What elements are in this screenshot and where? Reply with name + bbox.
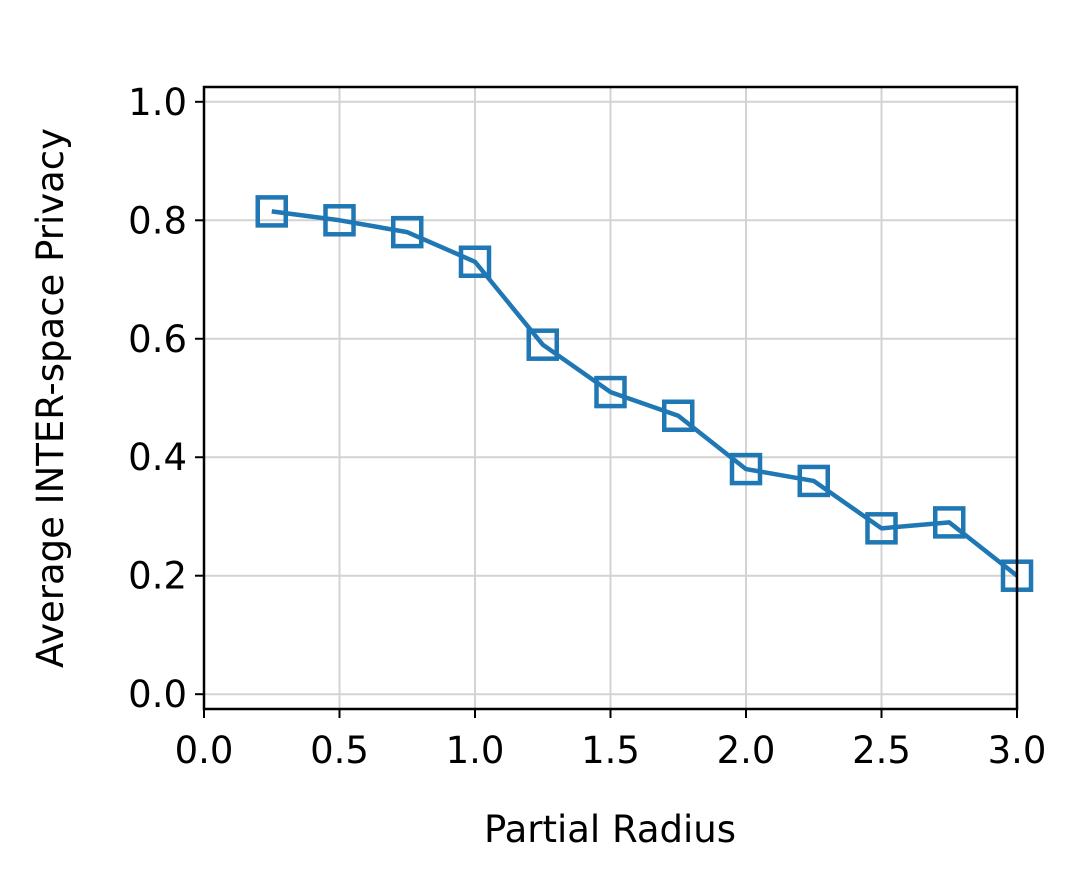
- series-line: [271, 209, 1019, 578]
- x-tick-label: 3.0: [988, 729, 1047, 772]
- data-point-marker: [391, 215, 424, 249]
- x-tick-label: 1.0: [446, 729, 505, 772]
- data-point-marker: [594, 375, 627, 409]
- data-point-marker: [458, 245, 492, 279]
- y-tick-label: 0.2: [128, 555, 187, 598]
- data-point-marker: [255, 195, 288, 228]
- y-axis-label: Average INTER-space Privacy: [29, 128, 72, 668]
- x-tick-label: 2.0: [717, 729, 776, 772]
- data-point-marker: [933, 506, 966, 539]
- x-tick-label: 2.5: [852, 729, 911, 772]
- y-tick-label: 0.6: [128, 318, 187, 361]
- data-point-marker: [323, 204, 356, 237]
- data-point-marker: [526, 328, 559, 361]
- y-tick-label: 1.0: [128, 81, 187, 124]
- data-point-marker: [797, 464, 830, 498]
- series-layer: [255, 195, 1034, 592]
- x-tick-label: 0.5: [310, 729, 369, 772]
- y-tick-label: 0.8: [128, 199, 187, 242]
- data-point-marker: [729, 452, 763, 486]
- y-tick-label: 0.4: [128, 436, 187, 479]
- data-point-marker: [865, 512, 898, 545]
- x-tick-label: 1.5: [581, 729, 640, 772]
- tick-layer: 0.0 0.5 1.0 1.5 2.0 2.5 3.0 0.0 0.2 0.4 0.6 0.8 1.0: [128, 81, 1046, 772]
- x-axis-label: Partial Radius: [484, 808, 736, 851]
- data-point-marker: [662, 399, 695, 433]
- grid-layer: [203, 87, 1018, 709]
- x-tick-label: 0.0: [175, 729, 234, 772]
- y-tick-label: 0.0: [128, 673, 187, 716]
